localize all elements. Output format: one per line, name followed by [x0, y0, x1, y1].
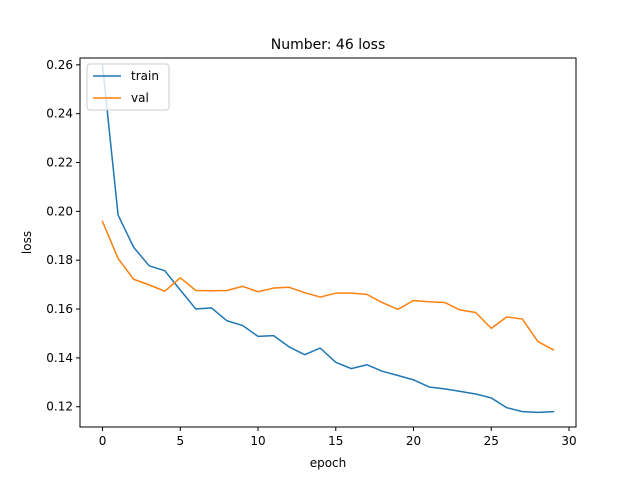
series-layer — [101, 64, 555, 414]
x-axis-ticks: 0 5 10 15 20 25 30 — [99, 427, 577, 448]
series-line-val — [101, 220, 555, 351]
y-tick-label: 0.22 — [46, 156, 73, 170]
x-tick-label: 5 — [176, 434, 184, 448]
y-axis-ticks: 0.12 0.14 0.16 0.18 0.20 0.22 0.24 0.26 — [46, 58, 80, 414]
y-tick-label: 0.14 — [46, 351, 73, 365]
legend: train val — [86, 63, 170, 111]
x-axis-label: epoch — [310, 456, 347, 470]
series-line-train — [101, 64, 555, 414]
y-tick-label: 0.20 — [46, 204, 73, 218]
y-tick-label: 0.26 — [46, 58, 73, 72]
x-tick-label: 20 — [406, 434, 421, 448]
chart-title: Number: 46 loss — [271, 37, 385, 53]
legend-label-train: train — [131, 69, 159, 83]
x-tick-label: 0 — [99, 434, 107, 448]
x-tick-label: 10 — [250, 434, 265, 448]
y-tick-label: 0.12 — [46, 400, 73, 414]
x-tick-label: 15 — [328, 434, 343, 448]
y-axis-label: loss — [20, 231, 34, 254]
x-tick-label: 25 — [484, 434, 499, 448]
x-tick-label: 30 — [561, 434, 576, 448]
y-tick-label: 0.18 — [46, 253, 73, 267]
plot-frame — [79, 57, 577, 428]
y-tick-label: 0.16 — [46, 302, 73, 316]
y-tick-label: 0.24 — [46, 107, 73, 121]
legend-label-val: val — [131, 91, 149, 105]
